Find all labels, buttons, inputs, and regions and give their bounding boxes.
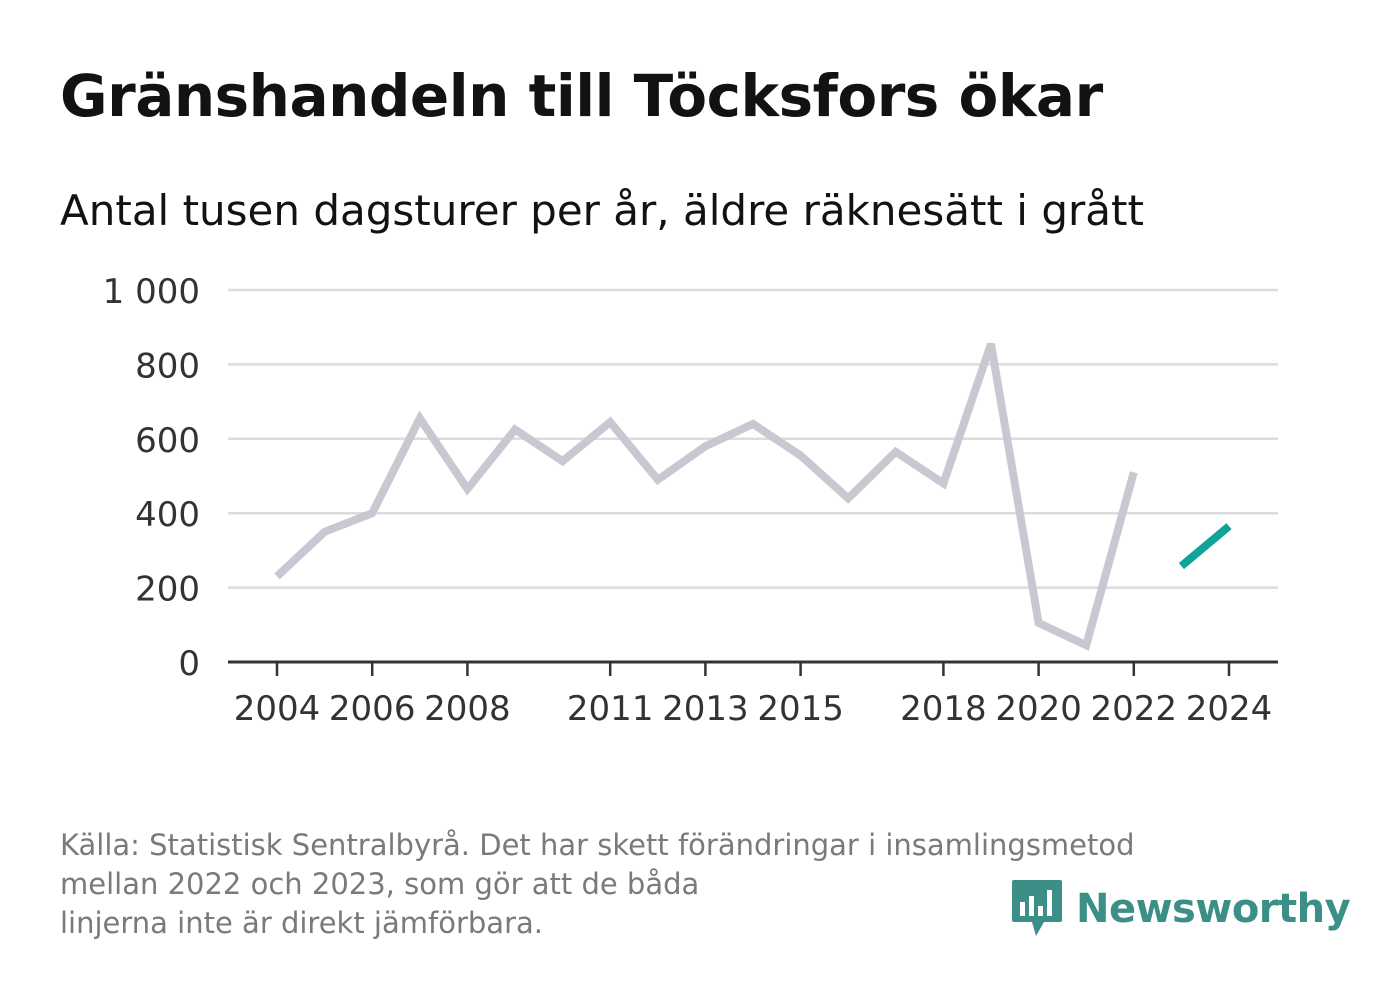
newsworthy-chart-bubble-icon xyxy=(1012,880,1062,936)
source-note: Källa: Statistisk Sentralbyrå. Det har s… xyxy=(60,826,1240,940)
chart-title: Gränshandeln till Töcksfors ökar xyxy=(60,62,1103,130)
y-tick-label: 800 xyxy=(135,346,200,386)
x-tick-label: 2011 xyxy=(567,689,654,729)
y-tick-label: 400 xyxy=(135,495,200,535)
x-tick-label: 2022 xyxy=(1091,689,1178,729)
x-tick-label: 2024 xyxy=(1186,689,1273,729)
y-axis-tick-labels: 0 200 400 600 800 1 000 xyxy=(103,272,200,684)
x-tick-label: 2008 xyxy=(424,689,511,729)
y-tick-label: 1 000 xyxy=(103,272,200,312)
x-tick-label: 2020 xyxy=(995,689,1082,729)
source-note-line-1: Källa: Statistisk Sentralbyrå. Det har s… xyxy=(60,828,1135,862)
source-note-line-3: linjerna inte är direkt jämförbara. xyxy=(60,906,543,940)
chart-subtitle: Antal tusen dagsturer per år, äldre räkn… xyxy=(60,186,1144,235)
series-line-2 xyxy=(1178,523,1232,570)
x-tick-label: 2015 xyxy=(757,689,844,729)
y-tick-label: 200 xyxy=(135,570,200,610)
source-note-line-2: mellan 2022 och 2023, som gör att de båd… xyxy=(60,867,700,901)
x-tick-label: 2006 xyxy=(329,689,416,729)
grid-lines xyxy=(228,288,1278,589)
x-tick-label: 2004 xyxy=(234,689,321,729)
x-tick-label: 2013 xyxy=(662,689,749,729)
series-line-1 xyxy=(274,342,1138,651)
series-lines xyxy=(274,342,1232,651)
y-tick-label: 0 xyxy=(178,644,200,684)
newsworthy-logo-text: Newsworthy xyxy=(1076,886,1351,932)
y-tick-label: 600 xyxy=(135,421,200,461)
x-tick-label: 2018 xyxy=(900,689,987,729)
x-axis: 2004 2006 2008 2011 2013 2015 2018 2020 2022 2024 xyxy=(228,660,1278,729)
newsworthy-logo: Newsworthy xyxy=(1010,878,1351,940)
